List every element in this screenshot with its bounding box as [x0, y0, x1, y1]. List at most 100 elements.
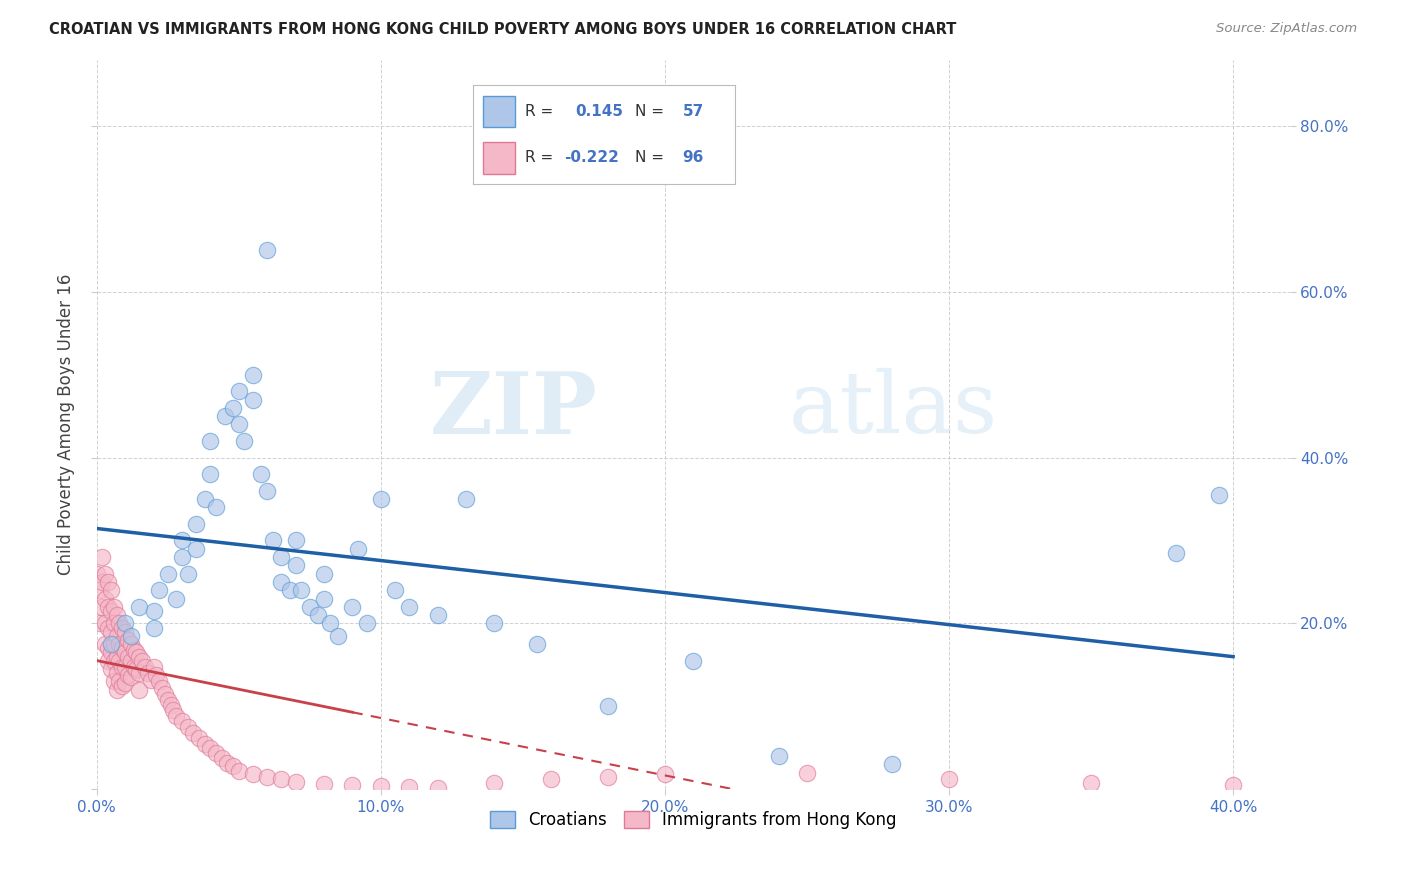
- Point: [103, 599, 125, 614]
- Point: [170, 533, 193, 548]
- Point: [347, 541, 370, 556]
- Point: [100, 637, 122, 651]
- Point: [105, 608, 128, 623]
- Point: [139, 673, 162, 687]
- Point: [148, 674, 170, 689]
- Point: [120, 670, 142, 684]
- Point: [228, 764, 250, 778]
- Point: [145, 668, 167, 682]
- Point: [882, 757, 904, 772]
- Point: [91, 574, 114, 589]
- Point: [120, 654, 142, 668]
- Point: [131, 654, 153, 668]
- Point: [120, 629, 142, 643]
- Point: [242, 368, 264, 382]
- Point: [108, 616, 131, 631]
- Point: [200, 434, 222, 448]
- Point: [142, 659, 165, 673]
- Point: [142, 621, 165, 635]
- Point: [222, 759, 245, 773]
- Point: [1080, 775, 1102, 789]
- Point: [89, 583, 111, 598]
- Point: [91, 599, 114, 614]
- Point: [111, 621, 134, 635]
- Point: [426, 780, 449, 795]
- Point: [105, 649, 128, 664]
- Point: [194, 491, 217, 506]
- Point: [938, 772, 960, 787]
- Point: [186, 516, 208, 531]
- Point: [89, 616, 111, 631]
- Point: [122, 659, 145, 673]
- Point: [398, 780, 420, 794]
- Point: [290, 583, 312, 598]
- Point: [270, 550, 292, 565]
- Point: [205, 746, 228, 760]
- Point: [1208, 488, 1230, 502]
- Point: [97, 641, 120, 656]
- Point: [256, 244, 278, 258]
- Point: [91, 550, 114, 565]
- Y-axis label: Child Poverty Among Boys Under 16: Child Poverty Among Boys Under 16: [58, 274, 75, 575]
- Point: [250, 467, 273, 482]
- Point: [97, 621, 120, 635]
- Point: [186, 541, 208, 556]
- Point: [298, 599, 321, 614]
- Point: [125, 662, 148, 676]
- Point: [228, 384, 250, 399]
- Point: [111, 641, 134, 656]
- Point: [136, 666, 159, 681]
- Text: atlas: atlas: [789, 368, 998, 451]
- Point: [312, 777, 335, 791]
- Point: [128, 682, 150, 697]
- Point: [114, 645, 136, 659]
- Point: [284, 774, 307, 789]
- Point: [97, 574, 120, 589]
- Point: [214, 409, 236, 424]
- Point: [114, 624, 136, 639]
- Point: [454, 491, 477, 506]
- Point: [188, 731, 211, 745]
- Point: [384, 583, 406, 598]
- Point: [165, 591, 187, 606]
- Point: [170, 714, 193, 729]
- Point: [114, 676, 136, 690]
- Text: ZIP: ZIP: [430, 368, 598, 452]
- Point: [312, 591, 335, 606]
- Point: [262, 533, 284, 548]
- Point: [128, 599, 150, 614]
- Point: [370, 779, 392, 793]
- Point: [162, 703, 184, 717]
- Point: [398, 599, 420, 614]
- Point: [120, 637, 142, 651]
- Point: [108, 637, 131, 651]
- Point: [100, 583, 122, 598]
- Point: [217, 756, 239, 770]
- Point: [796, 765, 818, 780]
- Point: [94, 566, 117, 581]
- Point: [222, 401, 245, 415]
- Point: [682, 654, 704, 668]
- Text: Source: ZipAtlas.com: Source: ZipAtlas.com: [1216, 22, 1357, 36]
- Point: [117, 649, 139, 664]
- Point: [105, 666, 128, 681]
- Point: [156, 566, 179, 581]
- Point: [97, 654, 120, 668]
- Point: [426, 608, 449, 623]
- Point: [100, 604, 122, 618]
- Point: [328, 629, 350, 643]
- Point: [242, 767, 264, 781]
- Point: [342, 599, 364, 614]
- Point: [125, 645, 148, 659]
- Point: [134, 659, 156, 673]
- Point: [122, 643, 145, 657]
- Point: [1166, 546, 1188, 560]
- Point: [153, 687, 176, 701]
- Point: [105, 629, 128, 643]
- Point: [94, 637, 117, 651]
- Point: [111, 659, 134, 673]
- Point: [108, 654, 131, 668]
- Point: [176, 720, 198, 734]
- Point: [540, 772, 562, 787]
- Point: [200, 467, 222, 482]
